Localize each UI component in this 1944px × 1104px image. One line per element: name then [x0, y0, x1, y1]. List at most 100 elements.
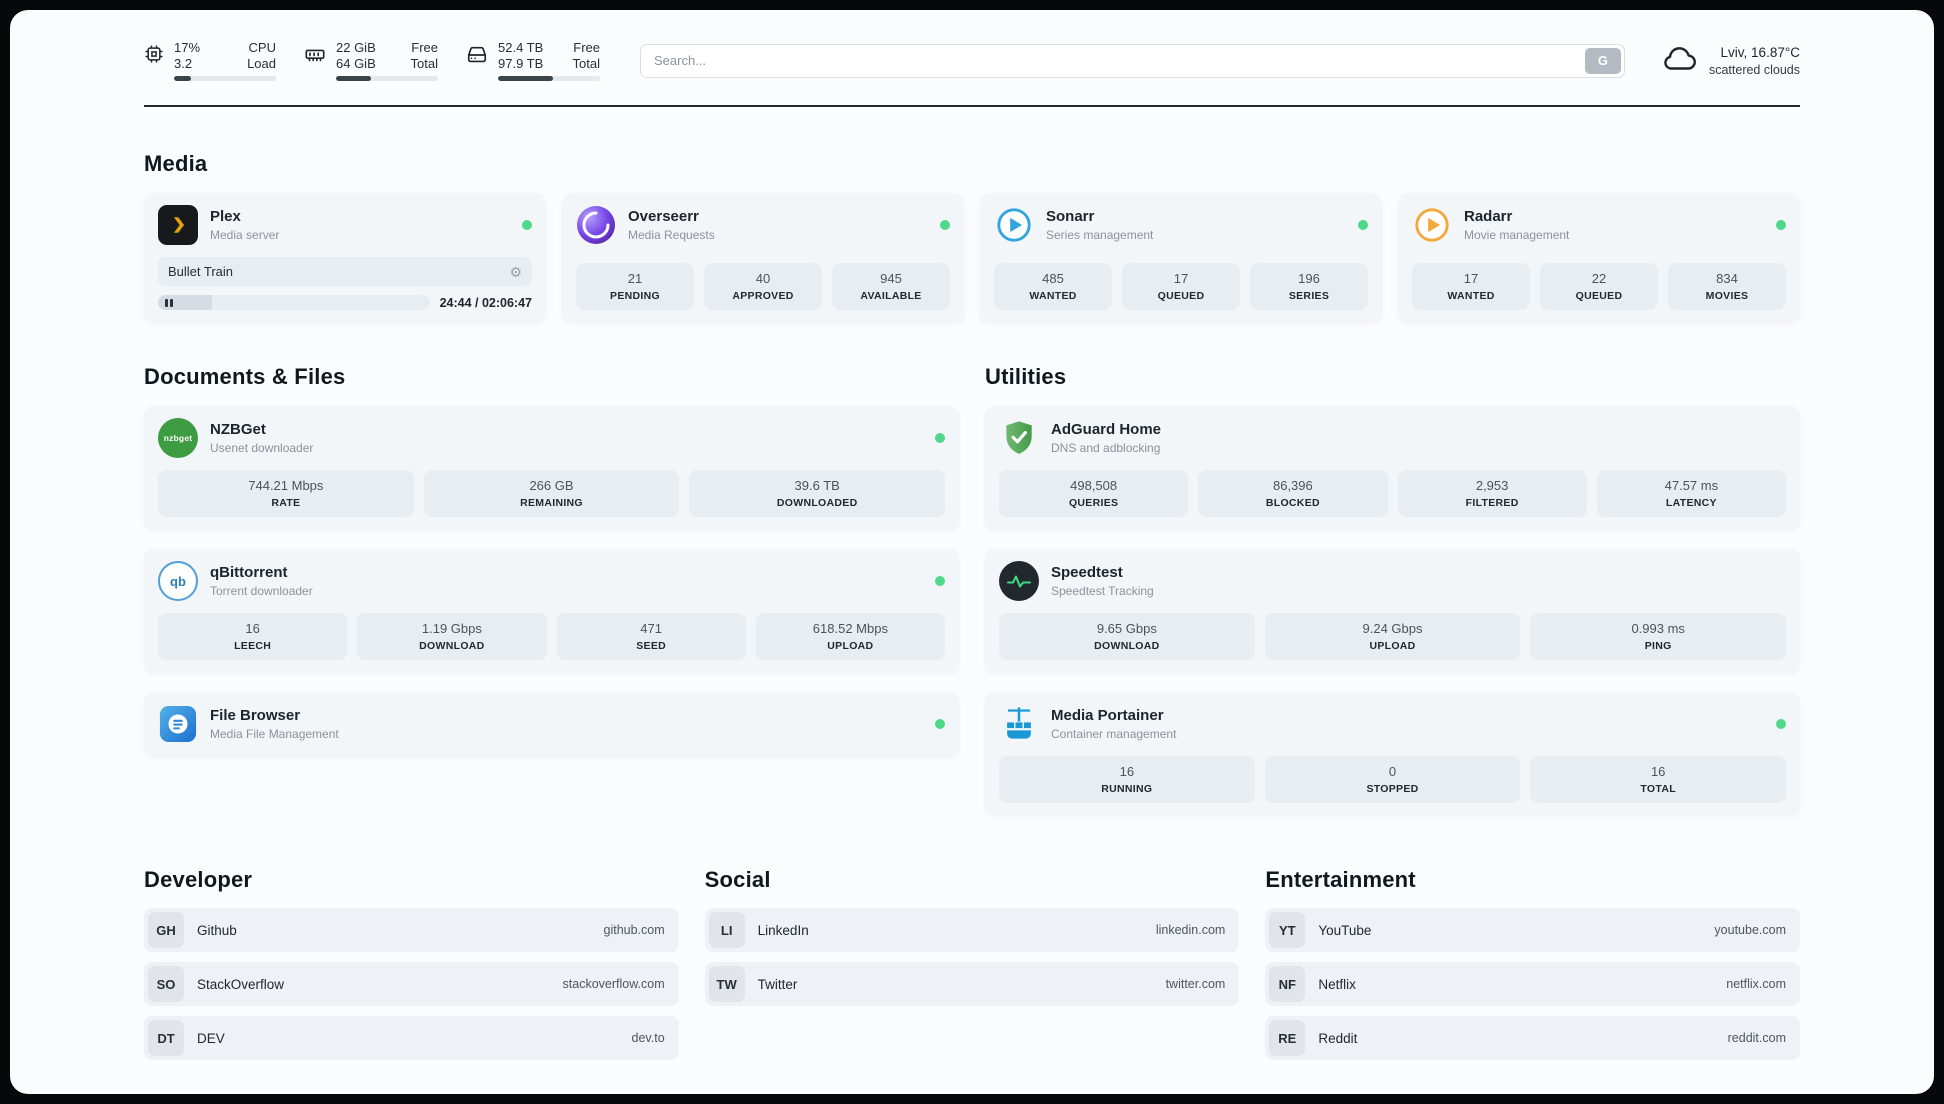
status-online-dot	[1358, 220, 1368, 230]
section-title-social: Social	[704, 867, 771, 892]
dev-icon: DT	[148, 1020, 184, 1056]
bookmark-youtube[interactable]: YT YouTube youtube.com	[1265, 908, 1800, 952]
app-card-portainer[interactable]: Media Portainer Container management 16 …	[985, 692, 1800, 815]
stat-label: LEECH	[234, 640, 272, 652]
stat-label: QUERIES	[1068, 497, 1119, 509]
netflix-icon: NF	[1269, 966, 1306, 1002]
gear-icon[interactable]: ⚙	[509, 263, 522, 280]
playback-time: 24:44 / 02:06:47	[439, 295, 532, 310]
stat-label: DOWNLOAD	[419, 640, 485, 652]
ram-label-bottom: Total	[410, 56, 438, 71]
bookmark-name: Twitter	[757, 976, 798, 992]
sonarr-icon	[994, 205, 1034, 245]
section-title-entertainment: Entertainment	[1265, 867, 1416, 892]
stat-tile: 9.24 Gbps UPLOAD	[1264, 613, 1521, 660]
bookmark-stackoverflow[interactable]: SO StackOverflow stackoverflow.com	[144, 962, 679, 1006]
stat-value: 1.19 Gbps	[421, 621, 482, 636]
status-online-dot	[1776, 220, 1786, 230]
stat-tile: 834 MOVIES	[1668, 263, 1786, 310]
disk-usage-bar	[498, 76, 600, 81]
stat-tile: 2,953 FILTERED	[1397, 470, 1587, 517]
app-description: Media server	[210, 228, 280, 242]
app-card-filebrowser[interactable]: File Browser Media File Management	[144, 692, 959, 756]
bookmark-reddit[interactable]: RE Reddit reddit.com	[1265, 1016, 1800, 1060]
bookmark-name: StackOverflow	[197, 976, 285, 992]
stat-value: 16	[1650, 764, 1666, 779]
playback-progress-bar[interactable]	[158, 295, 430, 310]
stat-tile: 618.52 Mbps UPLOAD	[755, 613, 945, 660]
bookmark-url: reddit.com	[1727, 1031, 1786, 1045]
stat-tile: 744.21 Mbps RATE	[158, 470, 414, 517]
stat-label: WANTED	[1447, 290, 1495, 302]
bookmark-netflix[interactable]: NF Netflix netflix.com	[1265, 962, 1800, 1006]
cpu-usage-bar	[174, 76, 276, 81]
app-name: Plex	[210, 208, 241, 225]
stat-label: LATENCY	[1665, 497, 1717, 509]
stat-tile: 39.6 TB DOWNLOADED	[689, 470, 946, 517]
stat-label: PENDING	[610, 290, 660, 302]
stat-value: 945	[880, 271, 902, 286]
stat-value: 17	[1463, 271, 1479, 286]
status-online-dot	[522, 220, 532, 230]
app-description: Media Requests	[628, 228, 715, 242]
stat-value: 266 GB	[529, 478, 574, 493]
bookmark-linkedin[interactable]: LI LinkedIn linkedin.com	[704, 908, 1240, 952]
twitter-icon: TW	[708, 966, 745, 1002]
adguard-shield-icon	[999, 418, 1039, 458]
stat-value: 196	[1298, 271, 1320, 286]
app-card-speedtest[interactable]: Speedtest Speedtest Tracking 9.65 Gbps D…	[985, 549, 1800, 672]
stat-label: APPROVED	[732, 290, 794, 302]
app-card-radarr[interactable]: Radarr Movie management 17 WANTED 22 QUE…	[1398, 193, 1800, 322]
bookmark-github[interactable]: GH Github github.com	[144, 908, 679, 952]
reddit-icon: RE	[1269, 1020, 1306, 1056]
app-description: Torrent downloader	[210, 584, 313, 598]
app-card-plex[interactable]: Plex Media server Bullet Train ⚙ 24:44 /…	[144, 193, 546, 322]
stat-value: 618.52 Mbps	[812, 621, 888, 636]
app-name: AdGuard Home	[1051, 421, 1162, 438]
stat-tile: 16 TOTAL	[1530, 756, 1787, 803]
stat-value: 485	[1042, 271, 1064, 286]
cpu-usage-bar-fill	[174, 76, 192, 81]
stat-label: SERIES	[1288, 290, 1330, 302]
stat-tile: 17 QUEUED	[1122, 263, 1240, 310]
pause-icon[interactable]	[165, 298, 173, 307]
search-bar: G	[640, 43, 1625, 78]
stat-label: WANTED	[1029, 290, 1077, 302]
section-title-documents-files: Documents & Files	[144, 364, 346, 389]
app-card-nzbget[interactable]: nzbget NZBGet Usenet downloader 744.21 M…	[144, 406, 959, 529]
disk-usage-bar-fill	[498, 76, 554, 81]
app-description: Speedtest Tracking	[1051, 584, 1154, 598]
app-name: Overseerr	[628, 208, 699, 225]
filebrowser-icon	[158, 704, 198, 744]
search-engine-button[interactable]: G	[1584, 47, 1621, 74]
bookmark-name: Reddit	[1318, 1030, 1358, 1046]
bookmark-url: linkedin.com	[1155, 923, 1226, 937]
app-card-adguard[interactable]: AdGuard Home DNS and adblocking 498,508 …	[985, 406, 1800, 529]
app-card-overseerr[interactable]: Overseerr Media Requests 21 PENDING 40 A…	[562, 193, 964, 322]
stat-tile: 16 LEECH	[158, 613, 348, 660]
app-card-sonarr[interactable]: Sonarr Series management 485 WANTED 17 Q…	[980, 193, 1382, 322]
stat-value: 47.57 ms	[1664, 478, 1719, 493]
now-playing-title: Bullet Train	[168, 264, 234, 279]
search-input[interactable]	[640, 43, 1625, 78]
github-icon: GH	[148, 912, 184, 948]
nzbget-icon-text: nzbget	[163, 433, 193, 443]
stat-label: AVAILABLE	[860, 290, 922, 302]
stat-value: 39.6 TB	[794, 478, 840, 493]
stat-tile: 9.65 Gbps DOWNLOAD	[999, 613, 1255, 660]
app-card-qbittorrent[interactable]: qb qBittorrent Torrent downloader 16 LEE…	[144, 549, 959, 672]
stat-value: 21	[627, 271, 643, 286]
stat-tile: 0.993 ms PING	[1530, 613, 1787, 660]
bookmark-group-social: Social LI LinkedIn linkedin.com TW Twitt…	[704, 867, 1240, 1060]
stat-value: 17	[1173, 271, 1189, 286]
section-title-developer: Developer	[144, 867, 253, 892]
stat-label: STOPPED	[1366, 783, 1419, 795]
bookmark-dev[interactable]: DT DEV dev.to	[144, 1016, 679, 1060]
stat-value: 834	[1716, 271, 1738, 286]
cpu-label-top: CPU	[248, 40, 276, 55]
status-online-dot	[1776, 719, 1786, 729]
bookmark-twitter[interactable]: TW Twitter twitter.com	[704, 962, 1240, 1006]
stat-tile: 266 GB REMAINING	[423, 470, 680, 517]
stat-label: DOWNLOAD	[1094, 640, 1160, 652]
qbittorrent-icon: qb	[158, 561, 198, 601]
